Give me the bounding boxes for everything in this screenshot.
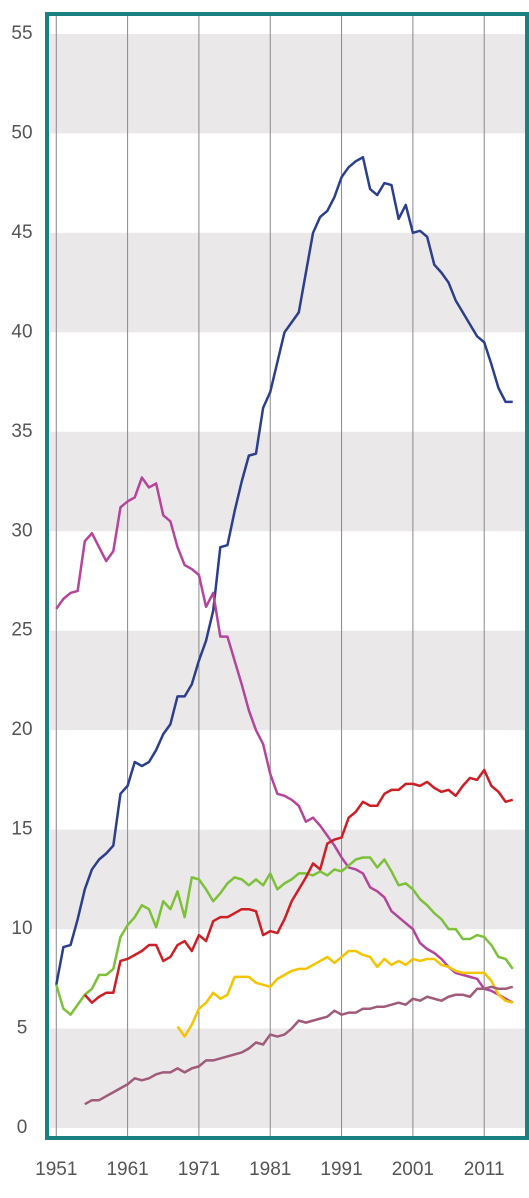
y-tick-label: 35: [11, 421, 32, 442]
y-tick-label: 30: [11, 520, 32, 541]
series-line: [84, 985, 514, 1106]
y-tick-label: 40: [11, 321, 32, 342]
grid-band: [47, 630, 527, 731]
y-tick-label: 15: [11, 819, 32, 840]
x-tick-label: 1961: [106, 1159, 148, 1180]
y-tick-label: 50: [11, 122, 32, 143]
grid-band: [47, 1028, 527, 1129]
series-line: [55, 856, 514, 1016]
y-tick-label: 45: [11, 222, 32, 243]
x-tick-label: 1981: [249, 1159, 291, 1180]
y-tick-label: 0: [17, 1117, 28, 1138]
series-line: [176, 949, 514, 1038]
y-tick-label: 5: [17, 1018, 28, 1039]
grid-band: [47, 232, 527, 333]
series-line: [55, 155, 513, 986]
x-tick-label: 2001: [392, 1159, 434, 1180]
y-tick-label: 10: [11, 918, 32, 939]
series-line: [83, 768, 514, 1004]
y-tick-label: 55: [11, 23, 32, 44]
y-tick-label: 20: [11, 719, 32, 740]
x-tick-label: 1951: [35, 1159, 77, 1180]
frame: [45, 12, 529, 1140]
x-tick-label: 1991: [320, 1159, 362, 1180]
y-tick-label: 25: [11, 620, 32, 641]
x-tick-label: 1971: [178, 1159, 220, 1180]
grid-band: [47, 33, 527, 134]
x-tick-label: 2011: [464, 1159, 505, 1180]
series-line: [55, 476, 514, 1004]
grid-band: [47, 431, 527, 532]
